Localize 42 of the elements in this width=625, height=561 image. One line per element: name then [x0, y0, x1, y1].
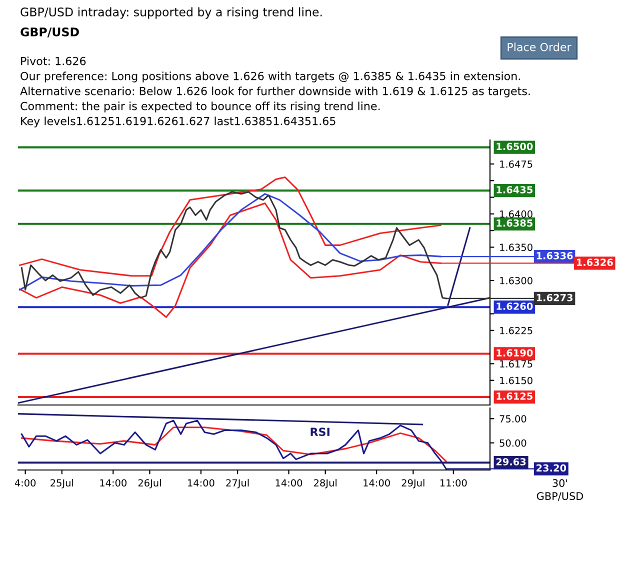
annotation: 1.6326 — [577, 258, 613, 266]
y-tick-label: 1.6150 — [500, 376, 532, 384]
x-tick-label: 14:00 — [276, 479, 302, 487]
text: Key levels1.61251.6191.6261.627 last1.63851.64351.65 — [21, 116, 336, 128]
text: GBP/USD — [536, 492, 584, 501]
ref-line-label: 1.6260 — [496, 302, 533, 310]
x-tick-label: 14:00 — [100, 479, 126, 487]
x-tick-label: 27Jul — [226, 479, 249, 488]
y-tick-label: 1.6175 — [500, 360, 532, 368]
annotation: 1.6336 — [536, 252, 573, 260]
x-tick-label: 14:00 — [364, 479, 390, 487]
x-tick-label: 25Jul — [50, 479, 74, 488]
text: Pivot: 1.626 — [21, 56, 86, 66]
ref-line-label: 29.63 — [496, 458, 526, 466]
y-tick-label: 1.6225 — [500, 326, 532, 334]
ref-line-label: 1.6190 — [496, 349, 533, 357]
x-tick-label: 29Jul — [402, 479, 424, 488]
y-tick-label: 1.6475 — [500, 160, 532, 168]
x-tick-label: 11:00 — [440, 479, 467, 487]
ref-line-label: 1.6125 — [496, 392, 532, 400]
annotation: 1.6273 — [536, 294, 573, 302]
text: Our preference: Long positions above 1.626 with targets @ 1.6385 & 1.6435 in extension. — [20, 72, 520, 82]
y-tick-label: 1.6350 — [500, 244, 532, 252]
text: Alternative scenario: Below 1.626 look for further downside with 1.619 & 1.6125 as targets. — [20, 86, 530, 98]
ref-line-label: 1.6500 — [496, 142, 533, 150]
x-tick-label: 28Jul — [314, 479, 336, 488]
y-tick-label: 50.00 — [500, 439, 526, 447]
text: GBP/USD — [20, 27, 79, 38]
y-tick-label: 75.00 — [500, 415, 526, 422]
x-tick-label: 26Jul — [138, 479, 161, 488]
annotation: 23.20 — [536, 464, 566, 472]
y-tick-label: 1.6300 — [500, 276, 532, 284]
text: Comment: the pair is expected to bounce off its rising trend line. — [20, 102, 380, 112]
y-tick-label: 1.6400 — [500, 210, 532, 218]
annotation: RSI — [310, 428, 330, 436]
ref-line-label: 1.6435 — [496, 186, 532, 194]
text: 30' — [552, 479, 568, 488]
x-tick-label: 4:00 — [14, 479, 36, 487]
text: Place Order — [508, 42, 572, 52]
x-tick-label: 14:00 — [188, 479, 214, 487]
chart-title: GBP/USD intraday: supported by a rising trend line. — [20, 7, 322, 19]
ref-line-label: 1.6385 — [496, 219, 532, 227]
